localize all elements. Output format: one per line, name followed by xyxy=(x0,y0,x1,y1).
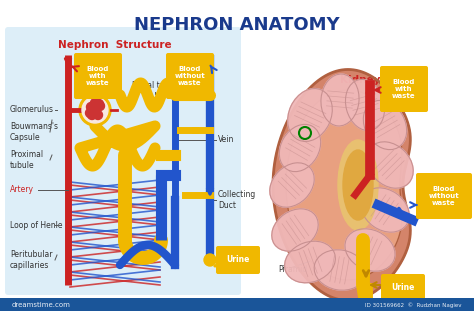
FancyBboxPatch shape xyxy=(5,27,241,295)
Text: Bouwmans's
Capsule: Bouwmans's Capsule xyxy=(10,122,58,142)
Ellipse shape xyxy=(338,140,378,230)
Text: Distal tubule: Distal tubule xyxy=(132,81,181,91)
Text: Kidney: Kidney xyxy=(340,75,380,85)
Text: dreamstime.com: dreamstime.com xyxy=(12,302,71,308)
Ellipse shape xyxy=(314,250,366,290)
Ellipse shape xyxy=(361,188,409,232)
Text: Blood
without
waste: Blood without waste xyxy=(428,186,459,206)
Text: Blood
with
waste: Blood with waste xyxy=(86,66,110,86)
Circle shape xyxy=(94,100,103,109)
FancyBboxPatch shape xyxy=(216,246,260,274)
Ellipse shape xyxy=(364,100,407,150)
FancyBboxPatch shape xyxy=(381,274,425,302)
Text: Urine: Urine xyxy=(392,284,415,293)
FancyBboxPatch shape xyxy=(166,53,214,99)
Ellipse shape xyxy=(288,89,332,142)
Text: Blood
without
waste: Blood without waste xyxy=(174,66,205,86)
Text: ID 301569662  ©  Rudzhan Nagiev: ID 301569662 © Rudzhan Nagiev xyxy=(365,302,462,308)
FancyBboxPatch shape xyxy=(416,173,472,219)
Circle shape xyxy=(79,94,111,126)
Text: Collecting
Duct: Collecting Duct xyxy=(218,190,256,210)
Polygon shape xyxy=(286,90,402,280)
Text: Urine: Urine xyxy=(226,256,250,264)
Text: Peritubular
capillaries: Peritubular capillaries xyxy=(10,250,53,270)
Ellipse shape xyxy=(346,79,384,131)
FancyBboxPatch shape xyxy=(74,53,122,99)
Circle shape xyxy=(88,110,97,119)
Circle shape xyxy=(91,99,100,108)
Text: Nephron  Structure: Nephron Structure xyxy=(58,40,172,50)
Ellipse shape xyxy=(272,209,318,251)
Text: Loop of Henle: Loop of Henle xyxy=(10,220,63,230)
Ellipse shape xyxy=(284,241,336,283)
Text: Piramid: Piramid xyxy=(278,266,307,275)
Text: Vein: Vein xyxy=(218,136,234,145)
Polygon shape xyxy=(273,69,410,300)
Circle shape xyxy=(86,103,95,112)
Text: Glomerulus: Glomerulus xyxy=(10,105,54,114)
Text: NEPHRON ANATOMY: NEPHRON ANATOMY xyxy=(134,16,340,34)
Text: Artery: Artery xyxy=(10,185,34,194)
Text: Blood
with
waste: Blood with waste xyxy=(392,79,416,99)
Circle shape xyxy=(82,97,108,123)
Text: Proximal
tubule: Proximal tubule xyxy=(10,150,43,170)
Circle shape xyxy=(95,101,104,110)
Bar xyxy=(0,298,474,311)
FancyBboxPatch shape xyxy=(380,66,428,112)
Ellipse shape xyxy=(321,74,359,126)
Ellipse shape xyxy=(367,142,413,188)
Ellipse shape xyxy=(279,124,321,172)
Circle shape xyxy=(85,109,94,118)
Ellipse shape xyxy=(343,150,373,220)
Ellipse shape xyxy=(270,163,314,207)
Ellipse shape xyxy=(345,229,395,271)
Circle shape xyxy=(204,254,216,266)
Circle shape xyxy=(91,105,100,114)
Circle shape xyxy=(93,110,102,119)
